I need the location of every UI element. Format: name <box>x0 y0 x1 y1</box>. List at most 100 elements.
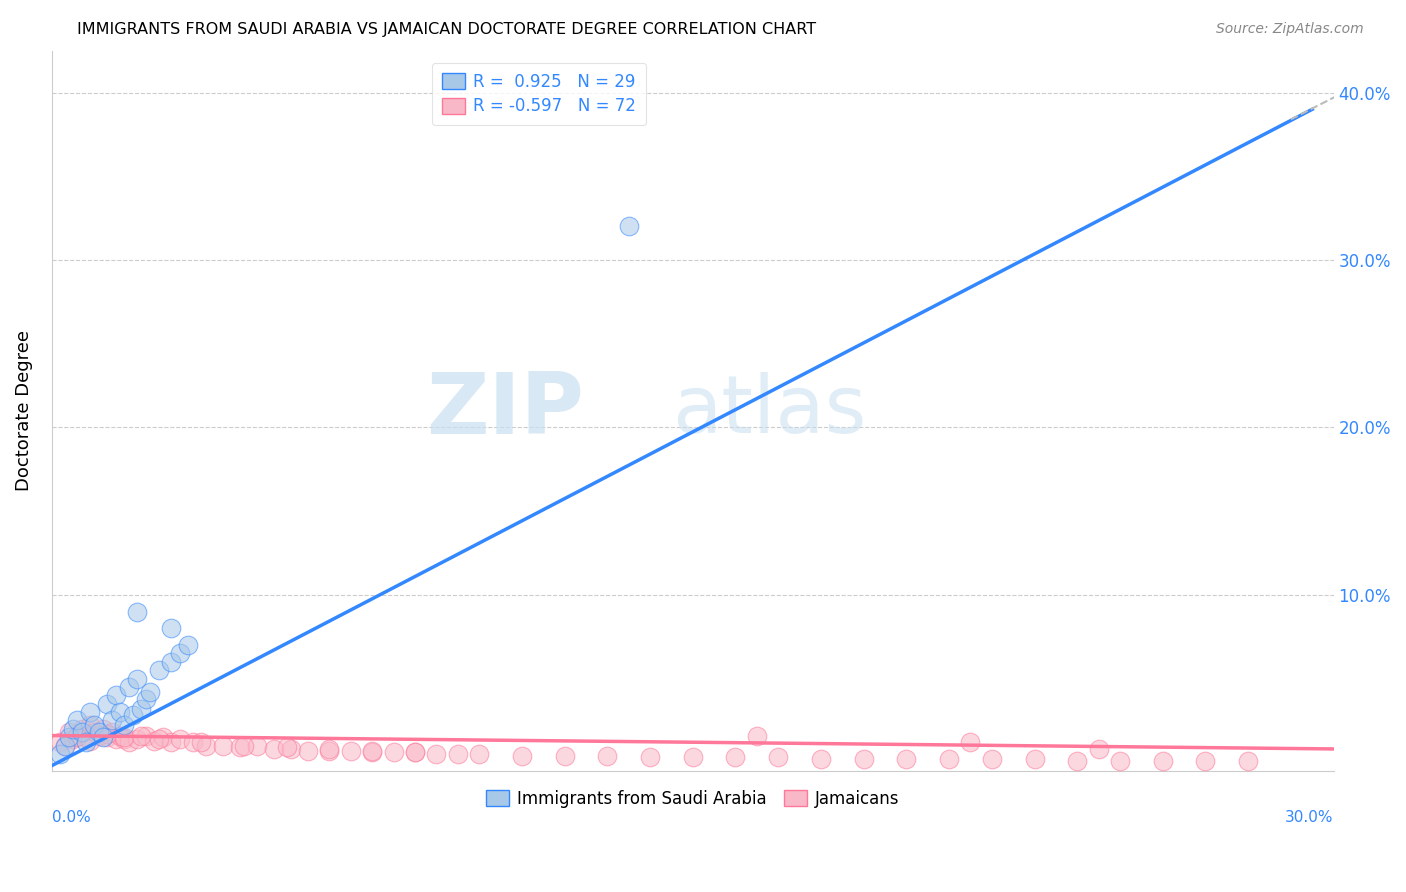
Text: Source: ZipAtlas.com: Source: ZipAtlas.com <box>1216 22 1364 37</box>
Point <box>510 748 533 763</box>
Point <box>112 731 135 746</box>
Point <box>79 718 101 732</box>
Point <box>160 655 183 669</box>
Point <box>896 752 918 766</box>
Point <box>100 725 122 739</box>
Point <box>104 731 127 746</box>
Point <box>127 731 149 746</box>
Point <box>91 722 114 736</box>
Point <box>682 750 704 764</box>
Point <box>1194 754 1216 768</box>
Text: 30.0%: 30.0% <box>1285 810 1334 825</box>
Point <box>724 750 747 764</box>
Point <box>53 739 76 753</box>
Point <box>745 729 768 743</box>
Point <box>297 743 319 757</box>
Point <box>425 747 447 761</box>
Point <box>152 730 174 744</box>
Text: atlas: atlas <box>672 372 866 450</box>
Point <box>181 735 204 749</box>
Point <box>468 747 491 761</box>
Point <box>190 735 212 749</box>
Point <box>75 730 97 744</box>
Point <box>148 731 170 746</box>
Point <box>233 739 256 753</box>
Point <box>169 647 191 661</box>
Point <box>1066 754 1088 768</box>
Point <box>70 725 93 739</box>
Point <box>53 739 76 753</box>
Point <box>263 742 285 756</box>
Point <box>246 739 269 753</box>
Point <box>318 742 340 756</box>
Point <box>404 745 426 759</box>
Point <box>83 725 105 739</box>
Point <box>404 745 426 759</box>
Point <box>62 722 84 736</box>
Point <box>361 743 384 757</box>
Point <box>810 752 832 766</box>
Point <box>160 735 183 749</box>
Point <box>118 735 141 749</box>
Point <box>58 730 80 744</box>
Point <box>1237 754 1260 768</box>
Point <box>87 725 110 739</box>
Point <box>1087 742 1109 756</box>
Point <box>638 750 661 764</box>
Point <box>211 739 233 753</box>
Point <box>70 722 93 736</box>
Point <box>959 735 981 749</box>
Point <box>766 750 789 764</box>
Point <box>194 739 217 753</box>
Point <box>96 727 118 741</box>
Legend: Immigrants from Saudi Arabia, Jamaicans: Immigrants from Saudi Arabia, Jamaicans <box>477 781 908 816</box>
Point <box>66 729 89 743</box>
Point <box>96 730 118 744</box>
Point <box>83 718 105 732</box>
Point <box>131 702 153 716</box>
Point <box>135 729 157 743</box>
Point <box>62 731 84 746</box>
Point <box>79 705 101 719</box>
Point <box>66 730 89 744</box>
Point <box>980 752 1002 766</box>
Point <box>280 742 302 756</box>
Point <box>938 752 960 766</box>
Point <box>104 689 127 703</box>
Point <box>58 725 80 739</box>
Point <box>160 621 183 635</box>
Text: IMMIGRANTS FROM SAUDI ARABIA VS JAMAICAN DOCTORATE DEGREE CORRELATION CHART: IMMIGRANTS FROM SAUDI ARABIA VS JAMAICAN… <box>77 22 817 37</box>
Text: 0.0%: 0.0% <box>52 810 90 825</box>
Point <box>143 733 166 747</box>
Point <box>96 697 118 711</box>
Point <box>382 745 405 759</box>
Point <box>118 680 141 694</box>
Point <box>87 729 110 743</box>
Point <box>100 714 122 728</box>
Point <box>447 747 470 761</box>
Point <box>112 718 135 732</box>
Point <box>112 730 135 744</box>
Point <box>131 729 153 743</box>
Point <box>139 685 162 699</box>
Point <box>49 747 72 761</box>
Text: ZIP: ZIP <box>426 369 583 452</box>
Point <box>108 729 131 743</box>
Point <box>276 740 298 755</box>
Point <box>1024 752 1046 766</box>
Point <box>340 743 363 757</box>
Point <box>122 708 145 723</box>
Point <box>148 663 170 677</box>
Point <box>553 748 575 763</box>
Point <box>596 748 619 763</box>
Point <box>617 219 640 234</box>
Point <box>135 691 157 706</box>
Point <box>49 735 72 749</box>
Point <box>127 605 149 619</box>
Point <box>177 638 200 652</box>
Point <box>169 731 191 746</box>
Point <box>108 705 131 719</box>
Point <box>361 745 384 759</box>
Point <box>852 752 875 766</box>
Point <box>229 740 252 755</box>
